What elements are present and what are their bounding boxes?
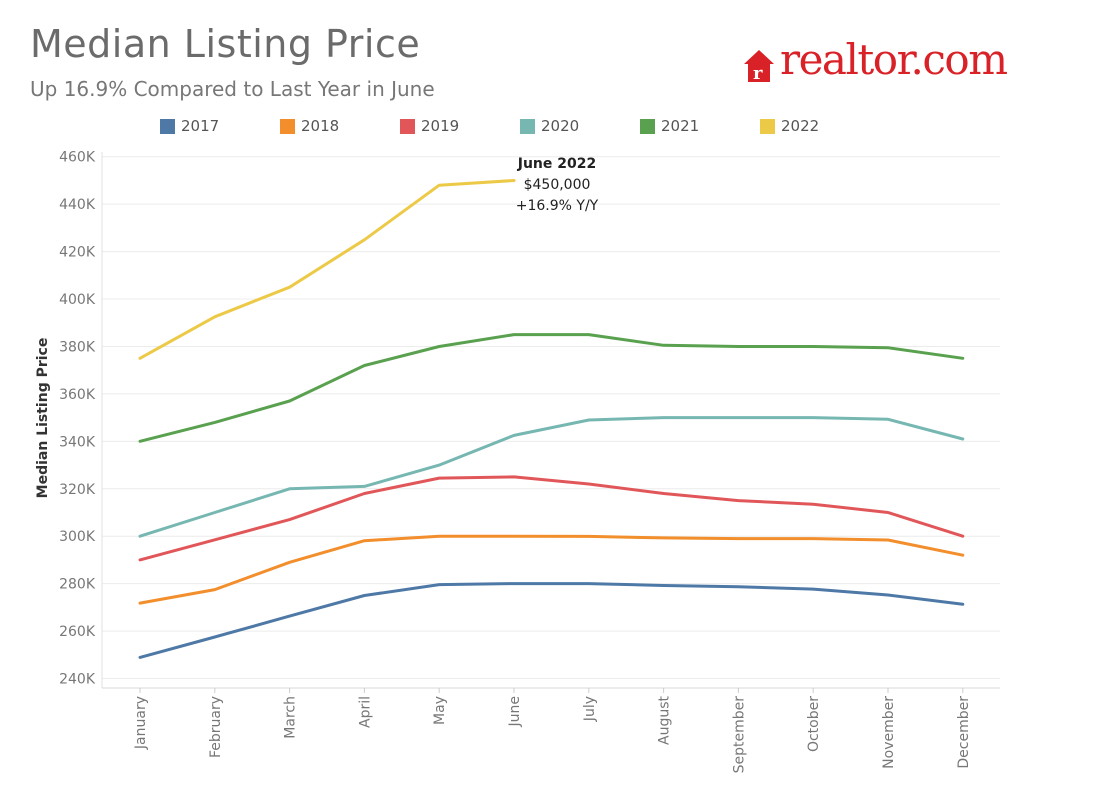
y-axis-title: Median Listing Price bbox=[35, 338, 51, 499]
x-tick-label: April bbox=[357, 696, 373, 728]
x-tick-label: December bbox=[956, 696, 972, 769]
y-tick-label: 380K bbox=[59, 339, 96, 355]
legend-item-2022[interactable]: 2022 bbox=[760, 117, 819, 135]
x-tick-label: November bbox=[881, 696, 897, 769]
legend-label: 2021 bbox=[661, 117, 700, 135]
y-tick-label: 320K bbox=[59, 482, 96, 498]
legend-label: 2022 bbox=[781, 117, 820, 135]
legend-swatch bbox=[280, 118, 295, 134]
legend-swatch bbox=[400, 118, 415, 134]
x-tick-label: June bbox=[507, 696, 523, 728]
legend-item-2018[interactable]: 2018 bbox=[280, 117, 339, 135]
x-tick-label: February bbox=[208, 696, 224, 758]
x-tick-label: January bbox=[133, 696, 149, 750]
legend-swatch bbox=[760, 118, 775, 134]
y-tick-label: 420K bbox=[59, 245, 96, 261]
x-tick-label: March bbox=[283, 696, 299, 739]
realtor-logo[interactable]: r realtor.com bbox=[742, 35, 1008, 88]
y-tick-label: 340K bbox=[59, 434, 96, 450]
y-tick-label: 400K bbox=[59, 292, 96, 308]
x-tick-label: May bbox=[432, 696, 448, 725]
legend-item-2020[interactable]: 2020 bbox=[520, 117, 579, 135]
legend-label: 2019 bbox=[421, 117, 460, 135]
legend-label: 2017 bbox=[181, 117, 220, 135]
logo-text: realtor.com bbox=[780, 35, 1008, 84]
annotation-line: +16.9% Y/Y bbox=[516, 198, 599, 214]
svg-text:r: r bbox=[753, 63, 763, 84]
legend-label: 2018 bbox=[301, 117, 340, 135]
series-line-2022[interactable] bbox=[138, 179, 516, 360]
x-tick-label: September bbox=[731, 696, 747, 774]
legend-label: 2020 bbox=[541, 117, 580, 135]
annotation-line: June 2022 bbox=[517, 156, 596, 172]
annotation-line: $450,000 bbox=[524, 177, 591, 193]
legend-item-2019[interactable]: 2019 bbox=[400, 117, 459, 135]
y-tick-label: 460K bbox=[59, 150, 96, 166]
legend-swatch bbox=[160, 118, 175, 134]
y-tick-label: 280K bbox=[59, 577, 96, 593]
series-line-2019[interactable] bbox=[138, 475, 965, 562]
legend-item-2017[interactable]: 2017 bbox=[160, 117, 219, 135]
legend-swatch bbox=[520, 118, 535, 134]
series-line-2020[interactable] bbox=[138, 416, 965, 538]
x-tick-label: July bbox=[582, 696, 598, 722]
y-tick-label: 440K bbox=[59, 197, 96, 213]
y-tick-label: 300K bbox=[59, 529, 96, 545]
x-tick-label: October bbox=[806, 696, 822, 752]
y-tick-label: 240K bbox=[59, 672, 96, 688]
legend-item-2021[interactable]: 2021 bbox=[640, 117, 699, 135]
legend-swatch bbox=[640, 118, 655, 134]
series-line-2017[interactable] bbox=[138, 582, 965, 659]
y-tick-label: 360K bbox=[59, 387, 96, 403]
house-icon: r bbox=[744, 50, 774, 84]
chart-title: Median Listing Price bbox=[30, 22, 421, 66]
series-line-2021[interactable] bbox=[138, 333, 965, 443]
x-tick-label: August bbox=[657, 695, 673, 745]
series-line-2018[interactable] bbox=[138, 534, 965, 605]
y-tick-label: 260K bbox=[59, 624, 96, 640]
chart-subtitle: Up 16.9% Compared to Last Year in June bbox=[30, 77, 435, 101]
